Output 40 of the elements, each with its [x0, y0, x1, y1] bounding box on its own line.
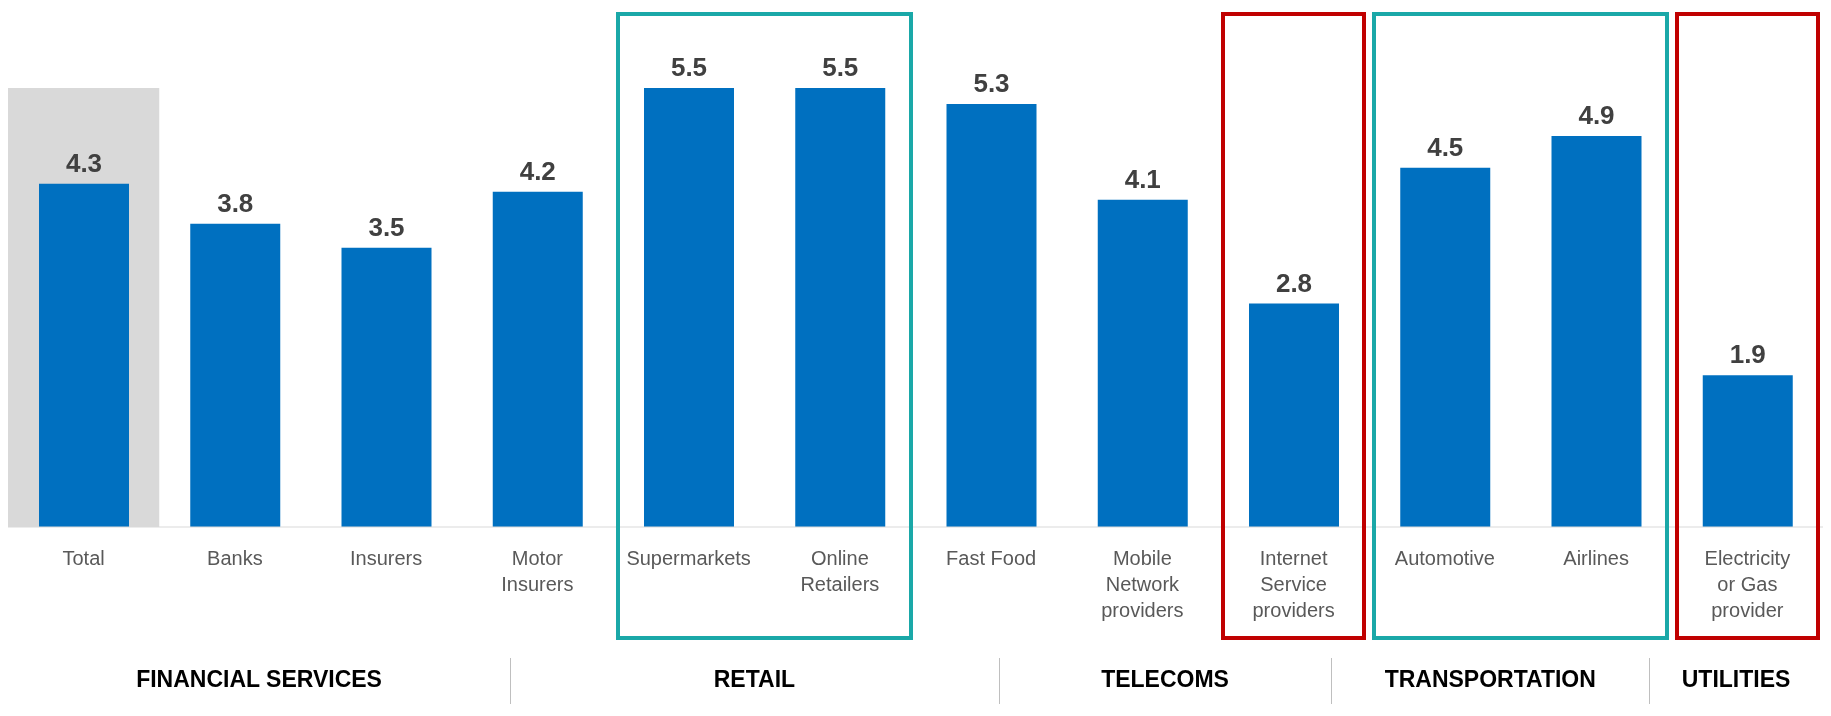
x-tick-label: Airlines — [1563, 547, 1629, 569]
data-label: 4.5 — [1427, 131, 1464, 162]
data-label: 5.5 — [670, 52, 708, 82]
text: FINANCIAL SERVICES — [135, 666, 383, 693]
data-label: 5.5 — [822, 52, 859, 82]
x-tick-label: Total — [62, 547, 105, 569]
x-tick-label: Automotive — [1394, 547, 1495, 569]
text: RETAIL — [712, 666, 797, 693]
data-label: 4.9 — [1578, 99, 1615, 130]
data-label: 4.2 — [519, 155, 556, 186]
x-tick-label: Supermarkets — [626, 547, 751, 569]
data-label: 2.8 — [1275, 267, 1313, 298]
text: TRANSPORTATION — [1383, 666, 1597, 693]
x-tick-label: Online Retailers — [800, 547, 880, 595]
x-tick-label: Motor Insurers — [501, 547, 574, 595]
bar — [341, 247, 432, 527]
bar — [1551, 135, 1642, 527]
x-tick-label: Electricity or Gas provider — [1704, 547, 1791, 621]
x-tick-label: Insurers — [350, 547, 423, 569]
text: UTILITIES — [1680, 666, 1792, 693]
bar — [492, 191, 583, 527]
data-label: 4.1 — [1124, 163, 1161, 194]
bar — [1702, 375, 1793, 527]
bar — [644, 88, 734, 527]
x-tick-label: Banks — [207, 547, 263, 569]
x-tick-label: Fast Food — [946, 547, 1037, 569]
bar — [1400, 167, 1491, 527]
data-label: 3.5 — [368, 211, 405, 242]
text: TELECOMS — [1100, 666, 1230, 693]
bar — [946, 103, 1037, 527]
bar — [1249, 303, 1339, 527]
bar — [1097, 199, 1188, 527]
bar — [795, 88, 886, 527]
data-label: 1.9 — [1729, 339, 1766, 370]
bar — [190, 223, 281, 527]
data-label: 5.3 — [973, 67, 1010, 98]
x-tick-label: Internet Service providers — [1252, 547, 1335, 621]
data-label: 3.8 — [217, 187, 254, 218]
x-tick-label: Mobile Network providers — [1101, 547, 1184, 621]
data-label: 4.3 — [65, 147, 103, 178]
